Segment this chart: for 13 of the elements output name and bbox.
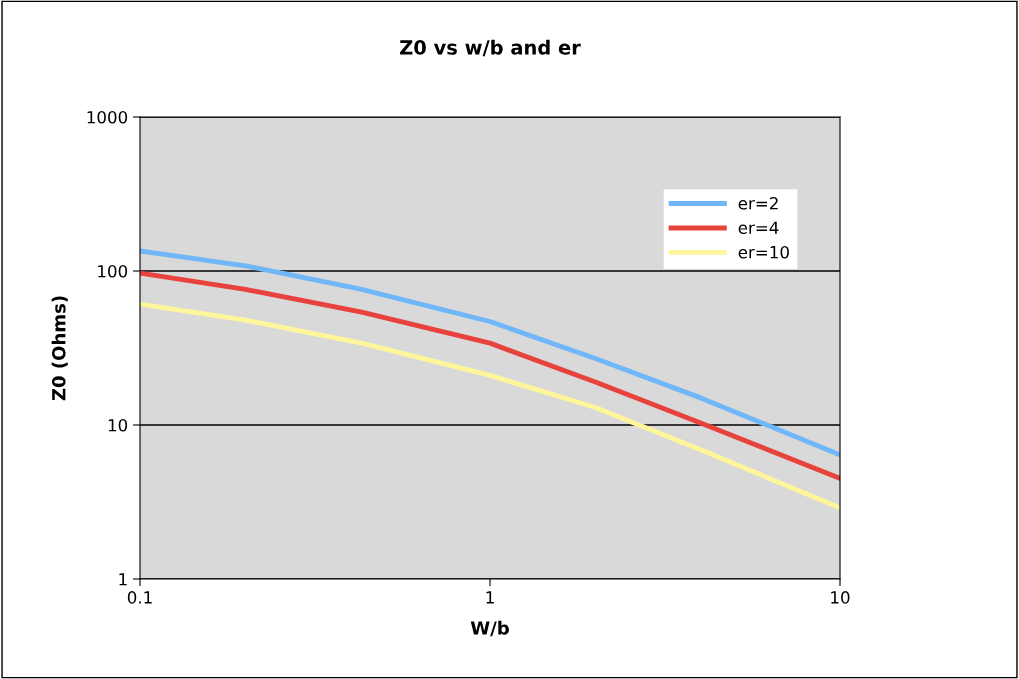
y-tick-label: 10 [108,418,128,432]
legend-label: er=2 [738,196,778,210]
y-axis-title: Z0 (Ohms) [51,296,68,401]
x-tick-label: 0.1 [127,591,152,604]
x-tick-label: 10 [831,591,850,604]
x-axis-title: W/b [470,620,509,637]
y-tick-label: 1 [119,573,127,586]
x-tick-label: 1 [486,591,494,604]
legend-label: er=4 [738,221,779,235]
y-tick-label: 100 [98,264,128,278]
legend-label: er=10 [738,245,789,259]
chart-title: Z0 vs w/b and er [400,39,581,57]
y-tick-label: 1000 [87,110,128,124]
